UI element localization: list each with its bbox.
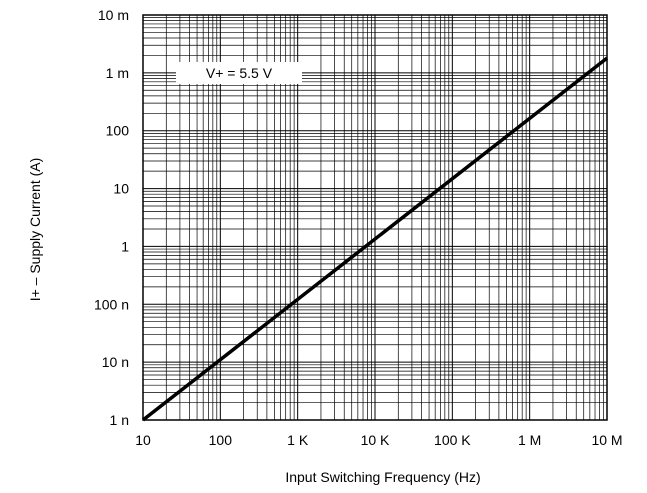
x-tick-label: 1 M xyxy=(518,432,541,448)
x-tick-label: 100 K xyxy=(434,432,471,448)
x-tick-label: 1 K xyxy=(287,432,309,448)
y-tick-label: 100 xyxy=(106,123,130,139)
y-tick-label: 1 n xyxy=(110,412,129,428)
annotation-text: V+ = 5.5 V xyxy=(206,65,273,81)
y-tick-label: 100 n xyxy=(94,296,129,312)
y-axis-label: I+ – Supply Current (A) xyxy=(27,158,43,302)
series-layer xyxy=(141,56,609,422)
y-tick-label: 10 m xyxy=(98,7,129,23)
x-axis-label: Input Switching Frequency (Hz) xyxy=(285,469,480,485)
y-tick-label: 10 xyxy=(113,181,129,197)
y-tick-label: 1 xyxy=(121,238,129,254)
series-line-0 xyxy=(141,56,609,422)
y-tick-labels: 1 n 10 n 100 n 1 10 100 1 m 10 m xyxy=(94,7,129,428)
x-tick-label: 10 xyxy=(135,432,151,448)
x-tick-label: 10 K xyxy=(361,432,390,448)
annotation-box xyxy=(176,62,302,84)
plot-frame xyxy=(142,14,608,421)
x-tick-label: 10 M xyxy=(591,432,622,448)
x-tick-labels: 10 100 1 K 10 K 100 K 1 M 10 M xyxy=(135,432,622,448)
y-tick-label: 10 n xyxy=(102,354,129,370)
annotation-layer: V+ = 5.5 V xyxy=(176,62,302,84)
x-tick-label: 100 xyxy=(209,432,233,448)
y-tick-label: 1 m xyxy=(106,65,129,81)
